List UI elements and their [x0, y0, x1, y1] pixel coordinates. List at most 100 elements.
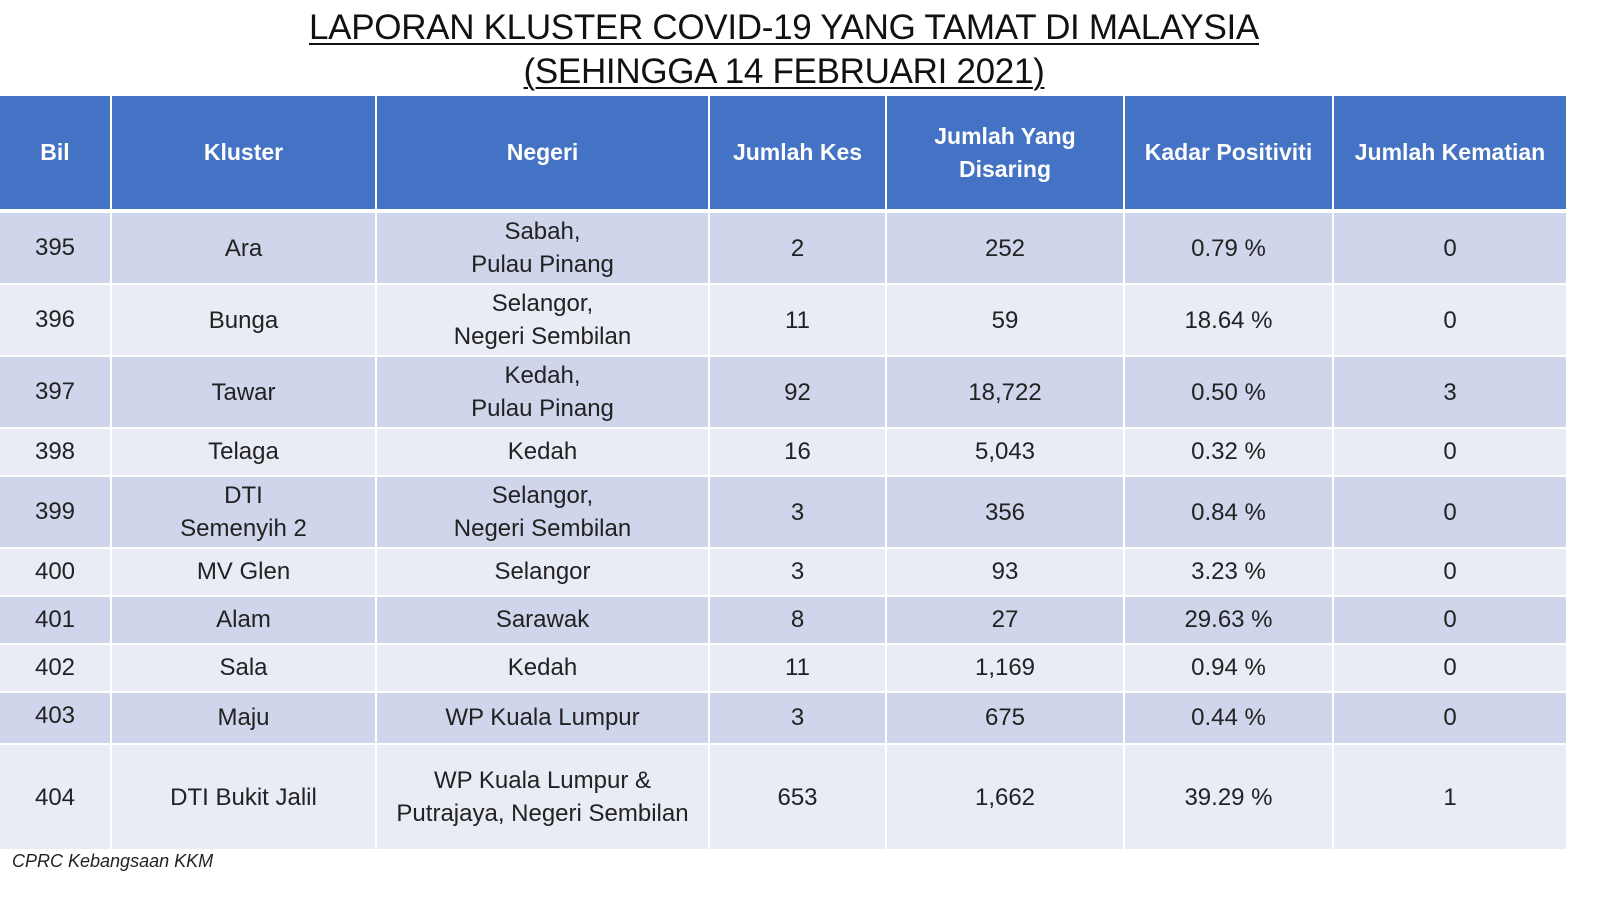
cell-kluster: Maju — [112, 693, 377, 745]
cell-jumlah-kematian: 0 — [1334, 285, 1568, 357]
cell-jumlah-kematian: 0 — [1334, 597, 1568, 645]
table-row: 404 DTI Bukit Jalil WP Kuala Lumpur & Putra… — [0, 745, 1568, 851]
column-header-jumlah-kematian: Jumlah Kematian — [1334, 96, 1568, 213]
column-header-jumlah-disaring: Jumlah Yang Disaring — [887, 96, 1125, 213]
cell-bil: 397 — [0, 357, 112, 429]
cell-jumlah-kematian: 3 — [1334, 357, 1568, 429]
cell-kadar-positiviti: 0.94 % — [1125, 645, 1334, 693]
source-note: CPRC Kebangsaan KKM — [12, 851, 214, 871]
cell-jumlah-kes: 3 — [710, 693, 887, 745]
cell-negeri: Selangor, Negeri Sembilan — [377, 285, 710, 357]
cell-jumlah-disaring: 27 — [887, 597, 1125, 645]
cell-kluster: MV Glen — [112, 549, 377, 597]
column-header-jumlah-kes: Jumlah Kes — [710, 96, 887, 213]
cell-jumlah-disaring: 252 — [887, 213, 1125, 285]
cell-kluster: Bunga — [112, 285, 377, 357]
cell-kadar-positiviti: 0.79 % — [1125, 213, 1334, 285]
cell-jumlah-kematian: 0 — [1334, 693, 1568, 745]
cell-jumlah-disaring: 1,662 — [887, 745, 1125, 851]
table-row: 397 Tawar Kedah, Pulau Pinang 92 18,722 0.50 %… — [0, 357, 1568, 429]
cell-jumlah-kematian: 0 — [1334, 549, 1568, 597]
cell-negeri: Kedah — [377, 429, 710, 477]
cell-negeri: WP Kuala Lumpur — [377, 693, 710, 745]
table-row: 400 MV Glen Selangor 3 93 3.23 % 0 — [0, 549, 1568, 597]
cell-negeri: Kedah — [377, 645, 710, 693]
negeri-line: Sarawak — [495, 606, 590, 633]
negeri-line: Pulau Pinang — [471, 395, 614, 422]
cell-jumlah-disaring: 1,169 — [887, 645, 1125, 693]
header-row: Bil Kluster Negeri Jumlah Kes Jumlah Yan… — [0, 96, 1568, 213]
negeri-line: Selangor — [494, 558, 591, 585]
cell-jumlah-disaring: 675 — [887, 693, 1125, 745]
column-header-kluster: Kluster — [112, 96, 377, 213]
column-header-bil: Bil — [0, 96, 112, 213]
cell-negeri: Selangor, Negeri Sembilan — [377, 477, 710, 549]
cell-bil: 396 — [0, 285, 112, 357]
cell-jumlah-kes: 653 — [710, 745, 887, 851]
cell-kadar-positiviti: 0.84 % — [1125, 477, 1334, 549]
table-row: 399 DTI Semenyih 2 Selangor, Negeri Sembila… — [0, 477, 1568, 549]
cell-kadar-positiviti: 18.64 % — [1125, 285, 1334, 357]
cell-jumlah-disaring: 93 — [887, 549, 1125, 597]
cell-jumlah-disaring: 356 — [887, 477, 1125, 549]
table-row: 396 Bunga Selangor, Negeri Sembilan 11 59 18.6… — [0, 285, 1568, 357]
cell-negeri: Selangor — [377, 549, 710, 597]
cell-kadar-positiviti: 3.23 % — [1125, 549, 1334, 597]
title-line-1: LAPORAN KLUSTER COVID-19 YANG TAMAT DI M… — [309, 8, 1259, 47]
cell-jumlah-kes: 3 — [710, 477, 887, 549]
table-row: 395 Ara Sabah, Pulau Pinang 2 252 0.79 % 0 — [0, 213, 1568, 285]
cell-bil: 399 — [0, 477, 112, 549]
cell-bil: 398 — [0, 429, 112, 477]
title-line-2: (SEHINGGA 14 FEBRUARI 2021) — [523, 52, 1045, 91]
cell-jumlah-kematian: 0 — [1334, 429, 1568, 477]
negeri-line: WP Kuala Lumpur — [445, 704, 640, 731]
negeri-line: Kedah — [507, 654, 578, 681]
cell-jumlah-kes: 11 — [710, 285, 887, 357]
cell-bil: 404 — [0, 745, 112, 851]
cell-kadar-positiviti: 0.32 % — [1125, 429, 1334, 477]
negeri-line: Selangor, — [491, 290, 594, 317]
cell-bil: 395 — [0, 213, 112, 285]
cell-kadar-positiviti: 39.29 % — [1125, 745, 1334, 851]
table-body: 395 Ara Sabah, Pulau Pinang 2 252 0.79 % 0 396 Bu… — [0, 213, 1568, 851]
cell-kadar-positiviti: 0.44 % — [1125, 693, 1334, 745]
cell-kluster: Ara — [112, 213, 377, 285]
negeri-line: Negeri Sembilan — [453, 515, 632, 542]
cell-negeri: WP Kuala Lumpur & Putrajaya, Negeri Sembi… — [377, 745, 710, 851]
table-row: 398 Telaga Kedah 16 5,043 0.32 % 0 — [0, 429, 1568, 477]
cell-jumlah-kes: 8 — [710, 597, 887, 645]
cell-jumlah-kematian: 0 — [1334, 645, 1568, 693]
cell-kluster: DTI Semenyih 2 — [112, 477, 377, 549]
cell-negeri: Sabah, Pulau Pinang — [377, 213, 710, 285]
cell-jumlah-kes: 3 — [710, 549, 887, 597]
report-title: LAPORAN KLUSTER COVID-19 YANG TAMAT DI M… — [0, 6, 1568, 94]
table-row: 401 Alam Sarawak 8 27 29.63 % 0 — [0, 597, 1568, 645]
negeri-line: Sabah, — [504, 218, 581, 245]
cell-bil: 401 — [0, 597, 112, 645]
cell-kluster: Telaga — [112, 429, 377, 477]
negeri-line: Kedah — [507, 438, 578, 465]
column-header-negeri: Negeri — [377, 96, 710, 213]
negeri-line: Pulau Pinang — [471, 251, 614, 278]
cell-kluster: DTI Bukit Jalil — [112, 745, 377, 851]
negeri-line: WP Kuala Lumpur & — [434, 767, 651, 794]
cell-jumlah-kematian: 0 — [1334, 213, 1568, 285]
cell-jumlah-kes: 16 — [710, 429, 887, 477]
negeri-line: Putrajaya, Negeri Sembilan — [396, 800, 689, 827]
cell-kadar-positiviti: 0.50 % — [1125, 357, 1334, 429]
cell-jumlah-disaring: 18,722 — [887, 357, 1125, 429]
column-header-kadar-positiviti: Kadar Positiviti — [1125, 96, 1334, 213]
cell-jumlah-kematian: 1 — [1334, 745, 1568, 851]
cell-kluster: Sala — [112, 645, 377, 693]
cell-bil: 400 — [0, 549, 112, 597]
cell-kluster: Tawar — [112, 357, 377, 429]
negeri-line: Negeri Sembilan — [453, 323, 632, 350]
table-row: 402 Sala Kedah 11 1,169 0.94 % 0 — [0, 645, 1568, 693]
cell-jumlah-disaring: 5,043 — [887, 429, 1125, 477]
cell-jumlah-disaring: 59 — [887, 285, 1125, 357]
cluster-table: Bil Kluster Negeri Jumlah Kes Jumlah Yan… — [0, 96, 1568, 851]
cell-bil: 403 — [0, 693, 112, 745]
negeri-line: Selangor, — [491, 482, 594, 509]
negeri-line: Kedah, — [504, 362, 581, 389]
